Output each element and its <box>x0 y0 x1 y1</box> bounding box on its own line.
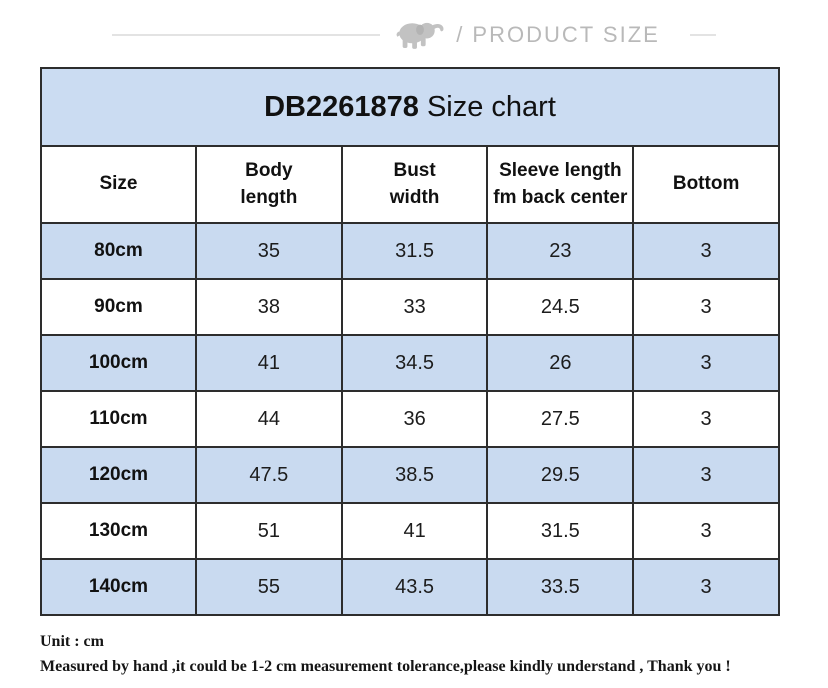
bust-width-value: 38.5 <box>340 446 489 504</box>
body-length-value: 47.5 <box>194 446 343 504</box>
size-label: 120cm <box>40 446 197 504</box>
size-label: 140cm <box>40 558 197 616</box>
unit-note: Unit : cm <box>40 633 104 650</box>
bottom-value: 3 <box>632 502 780 560</box>
size-label: 90cm <box>40 278 197 336</box>
body-length-value: 38 <box>194 278 343 336</box>
body-length-value: 44 <box>194 390 343 448</box>
tolerance-note: Measured by hand ,it could be 1-2 cm mea… <box>40 657 731 675</box>
size-label: 80cm <box>40 222 197 280</box>
bust-width-value: 33 <box>340 278 489 336</box>
sleeve-length-value: 23 <box>486 222 635 280</box>
measurement-notes: Unit : cm Measured by hand ,it could be … <box>40 630 828 680</box>
product-size-banner: / PRODUCT SIZE <box>0 0 828 64</box>
bottom-value: 3 <box>632 390 780 448</box>
table-row: 130cm 51 41 31.5 3 <box>40 502 780 560</box>
table-row: 110cm 44 36 27.5 3 <box>40 390 780 448</box>
sleeve-length-value: 26 <box>486 334 635 392</box>
bottom-value: 3 <box>632 558 780 616</box>
sleeve-length-value: 31.5 <box>486 502 635 560</box>
size-label: 110cm <box>40 390 197 448</box>
banner-divider-right <box>689 34 716 36</box>
table-row: 80cm 35 31.5 23 3 <box>40 222 780 280</box>
bust-width-value: 34.5 <box>340 334 489 392</box>
table-row: 100cm 41 34.5 26 3 <box>40 334 780 392</box>
elephant-icon <box>396 22 444 49</box>
table-header-row: Size Body length Bust width Sleeve lengt… <box>40 145 780 224</box>
column-header-bottom: Bottom <box>632 145 780 224</box>
body-length-value: 41 <box>194 334 343 392</box>
size-label: 100cm <box>40 334 197 392</box>
bust-width-value: 43.5 <box>340 558 489 616</box>
body-length-value: 51 <box>194 502 343 560</box>
column-header-sleeve-length: Sleeve length fm back center <box>486 145 635 224</box>
table-title-text: Size chart <box>418 90 556 123</box>
bust-width-value: 36 <box>340 390 489 448</box>
table-title-row: DB2261878 Size chart <box>40 67 780 147</box>
sleeve-length-value: 27.5 <box>486 390 635 448</box>
sleeve-length-value: 29.5 <box>486 446 635 504</box>
table-title: DB2261878 Size chart <box>40 67 780 147</box>
body-length-value: 35 <box>194 222 343 280</box>
table-row: 140cm 55 43.5 33.5 3 <box>40 558 780 616</box>
table-row: 90cm 38 33 24.5 3 <box>40 278 780 336</box>
size-label: 130cm <box>40 502 197 560</box>
table-row: 120cm 47.5 38.5 29.5 3 <box>40 446 780 504</box>
bottom-value: 3 <box>632 334 780 392</box>
column-header-body-length: Body length <box>194 145 343 224</box>
body-length-value: 55 <box>194 558 343 616</box>
bust-width-value: 31.5 <box>340 222 489 280</box>
sleeve-length-value: 33.5 <box>486 558 635 616</box>
size-chart-table: DB2261878 Size chart Size Body length Bu… <box>40 67 780 616</box>
product-code: DB2261878 <box>264 90 419 123</box>
column-header-bust-width: Bust width <box>340 145 489 224</box>
column-header-size: Size <box>40 145 197 224</box>
bottom-value: 3 <box>632 222 780 280</box>
sleeve-length-value: 24.5 <box>486 278 635 336</box>
bust-width-value: 41 <box>340 502 489 560</box>
bottom-value: 3 <box>632 278 780 336</box>
banner-divider-left <box>112 34 381 36</box>
bottom-value: 3 <box>632 446 780 504</box>
banner-label: / PRODUCT SIZE <box>456 22 660 47</box>
